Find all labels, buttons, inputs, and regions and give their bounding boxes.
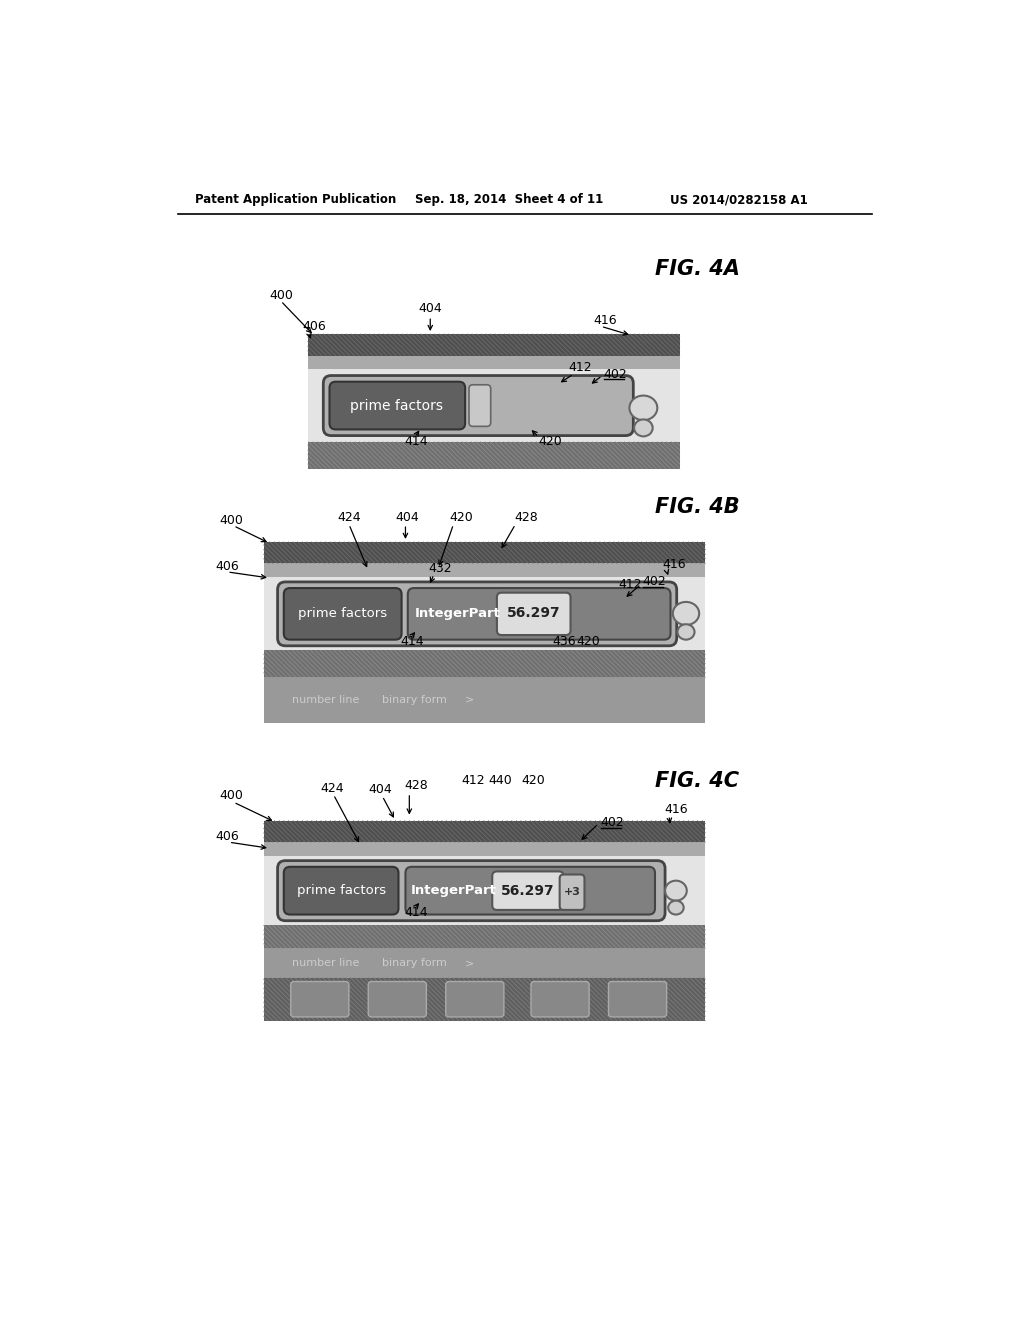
Text: binary form: binary form bbox=[382, 958, 447, 968]
Text: 414: 414 bbox=[403, 907, 428, 920]
Bar bbox=[263, 925, 706, 949]
Text: 404: 404 bbox=[369, 783, 392, 796]
Text: 400: 400 bbox=[269, 289, 293, 302]
Text: 432: 432 bbox=[429, 561, 453, 574]
FancyBboxPatch shape bbox=[408, 589, 671, 640]
FancyBboxPatch shape bbox=[445, 982, 504, 1016]
Text: 420: 420 bbox=[450, 511, 473, 524]
Text: number line: number line bbox=[292, 694, 359, 705]
Ellipse shape bbox=[669, 900, 684, 915]
Ellipse shape bbox=[665, 880, 687, 900]
Text: 402: 402 bbox=[643, 574, 667, 587]
FancyBboxPatch shape bbox=[497, 593, 570, 635]
Bar bbox=[263, 857, 706, 925]
Ellipse shape bbox=[634, 420, 652, 437]
FancyBboxPatch shape bbox=[278, 582, 677, 645]
Ellipse shape bbox=[673, 602, 699, 626]
Text: Sep. 18, 2014  Sheet 4 of 11: Sep. 18, 2014 Sheet 4 of 11 bbox=[415, 194, 603, 206]
Text: 400: 400 bbox=[219, 789, 244, 803]
FancyBboxPatch shape bbox=[324, 376, 633, 436]
Text: 402: 402 bbox=[604, 367, 628, 380]
Ellipse shape bbox=[678, 624, 694, 640]
FancyBboxPatch shape bbox=[531, 982, 589, 1016]
Text: 416: 416 bbox=[665, 803, 688, 816]
Text: 424: 424 bbox=[321, 781, 344, 795]
Bar bbox=[308, 442, 680, 469]
Text: prime factors: prime factors bbox=[350, 399, 443, 413]
Bar bbox=[263, 821, 706, 842]
FancyBboxPatch shape bbox=[608, 982, 667, 1016]
Text: 414: 414 bbox=[403, 436, 428, 449]
Text: FIG. 4C: FIG. 4C bbox=[655, 771, 739, 791]
FancyBboxPatch shape bbox=[284, 589, 401, 640]
Ellipse shape bbox=[630, 396, 657, 420]
Text: 420: 420 bbox=[575, 635, 600, 648]
Bar bbox=[263, 978, 706, 1020]
FancyBboxPatch shape bbox=[369, 982, 426, 1016]
Bar bbox=[263, 543, 706, 564]
Text: 428: 428 bbox=[514, 511, 538, 524]
Text: 420: 420 bbox=[521, 774, 546, 787]
Bar bbox=[263, 677, 706, 723]
Text: 412: 412 bbox=[618, 578, 642, 591]
Text: 406: 406 bbox=[216, 829, 240, 842]
FancyBboxPatch shape bbox=[493, 871, 563, 909]
Text: 412: 412 bbox=[461, 774, 485, 787]
Bar bbox=[263, 577, 706, 651]
Bar bbox=[308, 355, 680, 370]
FancyBboxPatch shape bbox=[560, 875, 585, 909]
Text: FIG. 4A: FIG. 4A bbox=[655, 259, 740, 279]
Text: IntegerPart: IntegerPart bbox=[415, 607, 501, 620]
Text: 420: 420 bbox=[539, 436, 562, 449]
Text: 436: 436 bbox=[553, 635, 577, 648]
Bar bbox=[263, 564, 706, 577]
Bar bbox=[263, 842, 706, 857]
Text: 428: 428 bbox=[403, 779, 428, 792]
Text: Patent Application Publication: Patent Application Publication bbox=[196, 194, 396, 206]
Text: +3: +3 bbox=[563, 887, 581, 898]
Text: 424: 424 bbox=[337, 511, 360, 524]
FancyBboxPatch shape bbox=[406, 867, 655, 915]
Text: 56.297: 56.297 bbox=[507, 606, 560, 620]
Text: 406: 406 bbox=[216, 560, 240, 573]
Text: 402: 402 bbox=[601, 816, 625, 829]
Bar bbox=[308, 334, 680, 355]
Bar bbox=[263, 651, 706, 677]
Text: 412: 412 bbox=[568, 362, 592, 375]
Text: 404: 404 bbox=[395, 511, 419, 524]
Text: 414: 414 bbox=[400, 635, 424, 648]
FancyBboxPatch shape bbox=[291, 982, 349, 1016]
Text: binary form: binary form bbox=[382, 694, 447, 705]
FancyBboxPatch shape bbox=[284, 867, 398, 915]
Text: IntegerPart: IntegerPart bbox=[411, 884, 497, 898]
Text: 440: 440 bbox=[488, 774, 512, 787]
Text: 416: 416 bbox=[663, 558, 686, 572]
Text: 416: 416 bbox=[593, 314, 616, 326]
Text: prime factors: prime factors bbox=[298, 607, 387, 620]
FancyBboxPatch shape bbox=[278, 861, 665, 921]
FancyBboxPatch shape bbox=[330, 381, 465, 429]
Bar bbox=[263, 949, 706, 978]
Text: FIG. 4B: FIG. 4B bbox=[655, 498, 739, 517]
Text: 400: 400 bbox=[219, 513, 244, 527]
Bar bbox=[308, 370, 680, 442]
Text: >: > bbox=[464, 958, 474, 968]
Text: number line: number line bbox=[292, 958, 359, 968]
Text: 406: 406 bbox=[302, 319, 326, 333]
Text: >: > bbox=[464, 694, 474, 705]
Text: prime factors: prime factors bbox=[297, 884, 386, 898]
Text: 56.297: 56.297 bbox=[501, 883, 555, 898]
Text: US 2014/0282158 A1: US 2014/0282158 A1 bbox=[671, 194, 808, 206]
FancyBboxPatch shape bbox=[469, 385, 490, 426]
Text: 404: 404 bbox=[419, 302, 442, 315]
